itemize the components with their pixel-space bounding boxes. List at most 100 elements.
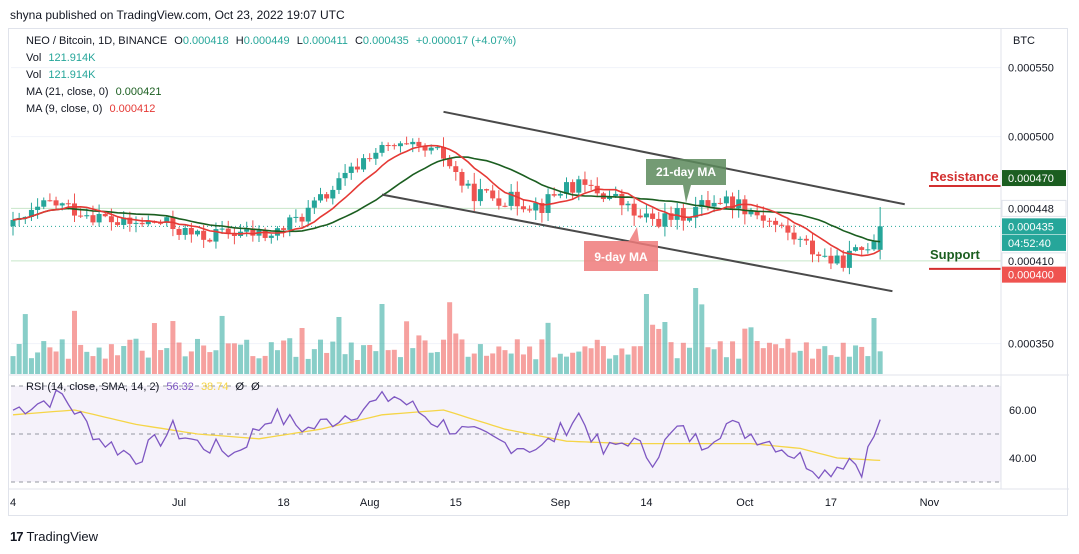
candle-body[interactable] — [108, 216, 114, 223]
candle-body[interactable] — [397, 143, 403, 147]
candle-body[interactable] — [484, 189, 490, 191]
candle-body[interactable] — [625, 203, 631, 206]
candle-body[interactable] — [828, 255, 834, 264]
candle-body[interactable] — [656, 218, 662, 227]
candle-body[interactable] — [717, 202, 723, 204]
candle-body[interactable] — [705, 200, 711, 207]
candle-body[interactable] — [281, 228, 287, 230]
candle-body[interactable] — [877, 226, 883, 250]
candle-body[interactable] — [367, 158, 373, 160]
candle-body[interactable] — [299, 216, 305, 222]
candle-body[interactable] — [810, 240, 815, 255]
candle-body[interactable] — [730, 196, 736, 209]
candle-body[interactable] — [441, 147, 446, 159]
candle-body[interactable] — [53, 200, 59, 206]
candle-body[interactable] — [680, 208, 686, 221]
candle-body[interactable] — [742, 199, 748, 215]
candle-body[interactable] — [434, 147, 440, 149]
candle-body[interactable] — [785, 225, 791, 233]
candle-body[interactable] — [385, 145, 391, 147]
candle-body[interactable] — [674, 208, 680, 220]
candle-body[interactable] — [348, 166, 354, 173]
candle-body[interactable] — [779, 224, 785, 226]
candle-body[interactable] — [207, 239, 213, 242]
candle-body[interactable] — [342, 172, 348, 179]
candle-body[interactable] — [760, 215, 766, 221]
candle-body[interactable] — [47, 200, 53, 202]
candle-body[interactable] — [422, 146, 428, 151]
candle-body[interactable] — [557, 193, 563, 196]
candle-body[interactable] — [391, 145, 397, 147]
candle-body[interactable] — [822, 255, 828, 257]
candle-body[interactable] — [539, 202, 545, 213]
candle-body[interactable] — [699, 200, 705, 208]
candle-body[interactable] — [588, 184, 594, 186]
candle-body[interactable] — [188, 227, 194, 235]
candle-body[interactable] — [748, 210, 754, 215]
candle-body[interactable] — [90, 215, 96, 223]
rsi-label[interactable]: RSI (14, close, SMA, 14, 2) — [26, 381, 160, 393]
candle-body[interactable] — [84, 215, 90, 217]
candle-body[interactable] — [711, 202, 717, 207]
candle-body[interactable] — [853, 247, 859, 251]
candle-body[interactable] — [428, 147, 434, 151]
candle-body[interactable] — [527, 209, 533, 211]
chart-svg[interactable]: Resistance Support 21-day MA 9-day MA 0.0005… — [9, 29, 1069, 517]
symbol-label[interactable]: NEO / Bitcoin, 1D, BINANCE — [26, 35, 168, 47]
candle-body[interactable] — [723, 196, 729, 204]
candle-body[interactable] — [318, 194, 323, 201]
candle-body[interactable] — [613, 193, 619, 197]
candle-body[interactable] — [145, 220, 151, 225]
candle-body[interactable] — [121, 217, 127, 225]
candle-body[interactable] — [379, 145, 385, 153]
candle-body[interactable] — [127, 217, 133, 224]
candle-body[interactable] — [791, 232, 797, 240]
candle-body[interactable] — [490, 190, 496, 199]
candle-body[interactable] — [576, 179, 582, 193]
candle-body[interactable] — [687, 217, 692, 221]
candle-body[interactable] — [410, 141, 416, 145]
candle-body[interactable] — [459, 172, 465, 186]
candle-body[interactable] — [139, 222, 145, 225]
ma9-label[interactable]: MA (9, close, 0) — [26, 103, 103, 115]
candle-body[interactable] — [262, 230, 268, 238]
candle-body[interactable] — [520, 206, 526, 210]
candle-body[interactable] — [133, 222, 139, 224]
candle-body[interactable] — [225, 228, 231, 234]
candle-body[interactable] — [607, 196, 613, 200]
candle-body[interactable] — [354, 166, 360, 170]
candle-body[interactable] — [176, 229, 182, 235]
candle-body[interactable] — [219, 228, 225, 230]
candle-body[interactable] — [471, 183, 477, 202]
candle-body[interactable] — [244, 228, 250, 232]
candle-body[interactable] — [65, 203, 71, 205]
candle-body[interactable] — [164, 217, 170, 223]
candle-body[interactable] — [28, 209, 34, 217]
candle-body[interactable] — [834, 255, 840, 264]
candle-body[interactable] — [22, 216, 28, 218]
candle-body[interactable] — [293, 216, 299, 218]
candle-body[interactable] — [41, 200, 47, 207]
candle-body[interactable] — [816, 254, 822, 256]
candle-body[interactable] — [201, 230, 207, 240]
candle-body[interactable] — [533, 202, 539, 211]
candle-body[interactable] — [551, 194, 557, 196]
candle-body[interactable] — [736, 199, 742, 209]
vol-label[interactable]: Vol — [26, 52, 42, 64]
candle-body[interactable] — [465, 183, 471, 186]
tradingview-footer[interactable]: 17 TradingView — [10, 529, 98, 544]
chart-frame[interactable]: Resistance Support 21-day MA 9-day MA 0.0005… — [8, 28, 1069, 517]
candle-body[interactable] — [78, 215, 84, 217]
candle-body[interactable] — [570, 182, 576, 193]
candle-body[interactable] — [508, 191, 514, 206]
candle-body[interactable] — [668, 213, 674, 220]
candle-body[interactable] — [840, 255, 846, 268]
candle-body[interactable] — [305, 207, 311, 222]
candle-body[interactable] — [865, 249, 871, 251]
candle-body[interactable] — [336, 178, 342, 190]
candle-body[interactable] — [10, 219, 16, 227]
candle-body[interactable] — [564, 182, 569, 194]
candle-body[interactable] — [514, 191, 520, 207]
candle-body[interactable] — [447, 158, 453, 167]
candle-body[interactable] — [268, 235, 274, 238]
